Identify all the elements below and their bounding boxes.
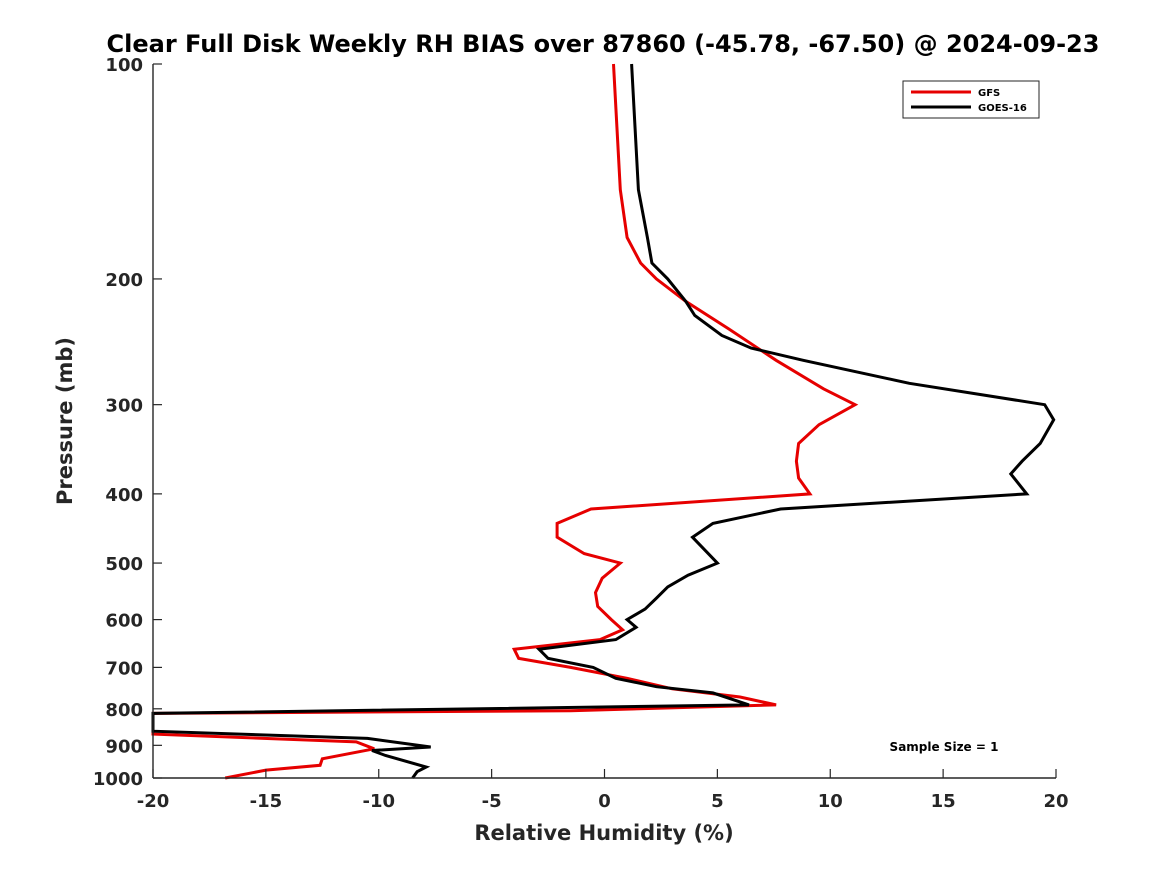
legend-label: GOES-16 bbox=[978, 103, 1027, 114]
y-tick-label: 200 bbox=[105, 270, 143, 291]
y-tick-label: 400 bbox=[105, 485, 143, 506]
y-tick-label: 100 bbox=[105, 55, 143, 76]
x-tick-label: 0 bbox=[598, 791, 611, 812]
y-tick-label: 800 bbox=[105, 700, 143, 721]
legend-box bbox=[902, 80, 1040, 119]
x-tick-label: 10 bbox=[818, 791, 843, 812]
x-ticks: -20 -15 -10 -5 0 5 10 15 20 bbox=[137, 769, 1069, 812]
y-tick-label: 300 bbox=[105, 396, 143, 417]
x-tick-label: 5 bbox=[711, 791, 724, 812]
y-axis-label: Pressure (mb) bbox=[53, 337, 77, 505]
y-tick-label: 600 bbox=[105, 611, 143, 632]
x-tick-label: -10 bbox=[362, 791, 395, 812]
x-tick-label: -5 bbox=[482, 791, 502, 812]
x-tick-label: -20 bbox=[137, 791, 170, 812]
y-tick-label: 900 bbox=[105, 736, 143, 757]
y-ticks: 100 200 300 400 500 600 700 800 900 1000 bbox=[93, 55, 162, 790]
x-axis-label: Relative Humidity (%) bbox=[474, 821, 733, 845]
plot-background bbox=[153, 64, 1056, 778]
legend-label: GFS bbox=[978, 88, 1000, 99]
plot-area: -20 -15 -10 -5 0 5 10 15 20 100 200 300 400 500 600 70… bbox=[93, 55, 1069, 812]
x-tick-label: 15 bbox=[931, 791, 956, 812]
chart-title: Clear Full Disk Weekly RH BIAS over 8786… bbox=[107, 30, 1100, 58]
y-tick-label: 500 bbox=[105, 554, 143, 575]
x-tick-label: -15 bbox=[250, 791, 283, 812]
sample-size-annotation: Sample Size = 1 bbox=[890, 740, 999, 754]
legend: GFS GOES-16 bbox=[902, 80, 1040, 119]
y-tick-label: 700 bbox=[105, 658, 143, 679]
x-tick-label: 20 bbox=[1043, 791, 1068, 812]
y-tick-label: 1000 bbox=[93, 769, 143, 790]
